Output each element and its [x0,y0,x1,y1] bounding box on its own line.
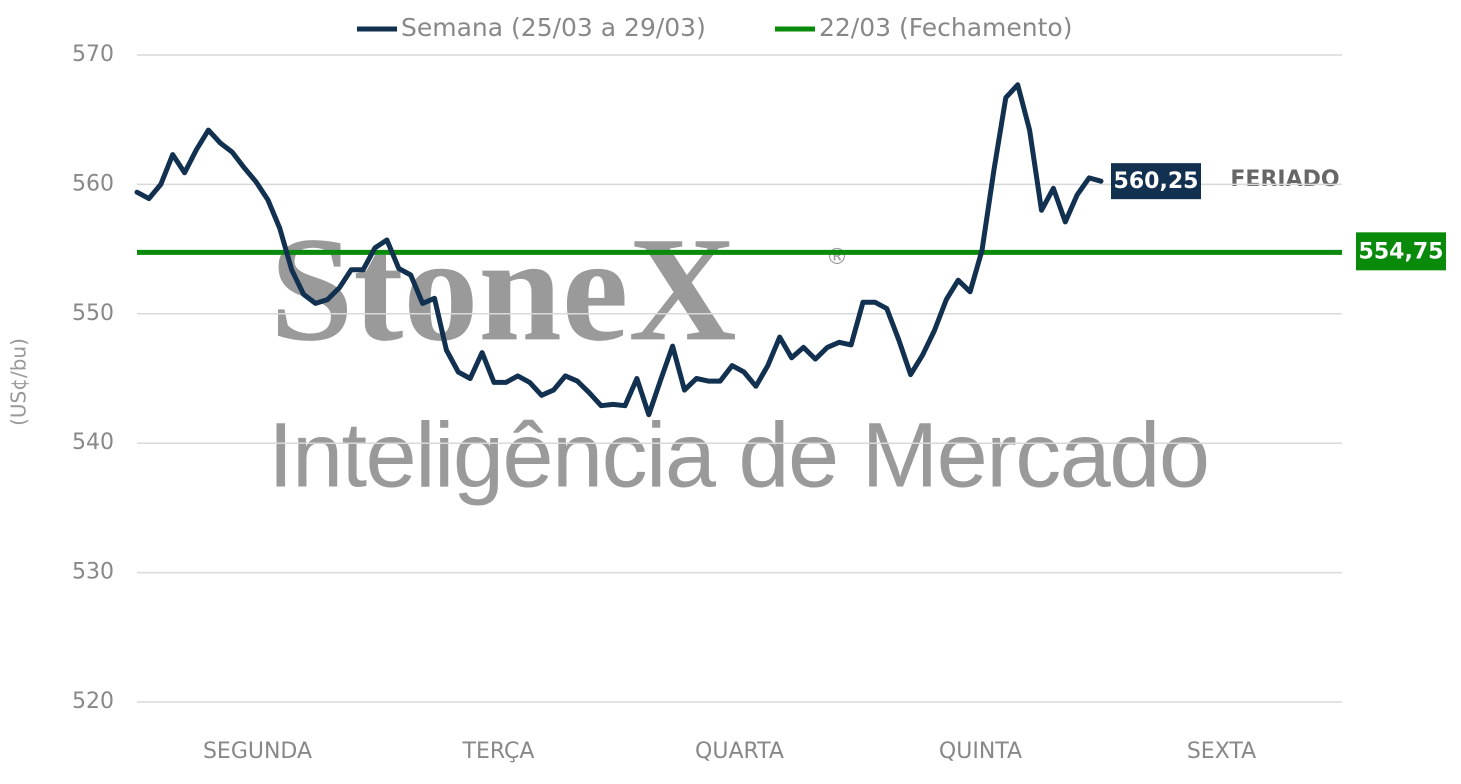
y-tick-label: 550 [72,301,114,326]
watermark-text: Inteligência de Mercado [268,404,1210,506]
y-tick-label: 570 [72,42,114,67]
value-label: 554,75 [1359,239,1444,264]
series-line [134,82,1104,418]
x-tick-label: QUARTA [695,739,784,764]
watermark: StoneX ® Inteligência de Mercado [268,206,1210,506]
annotation: FERIADO [1230,167,1339,192]
y-tick-label: 520 [72,689,114,714]
value-label-box [1356,232,1446,271]
value-label-box [1111,163,1201,200]
value-label: 560,25 [1114,169,1199,194]
y-tick-label: 530 [72,560,114,585]
y-tick-label: 540 [72,430,114,455]
x-tick-label: SEXTA [1187,739,1256,764]
x-tick-label: QUINTA [939,739,1022,764]
watermark-logo: StoneX [270,206,737,372]
watermark-mark: ® [826,245,848,270]
legend-label: Semana (25/03 a 29/03) [401,13,706,42]
legend-label: 22/03 (Fechamento) [819,13,1072,42]
y-axis-label: (US¢/bu) [7,338,31,426]
x-tick-label: TERÇA [462,739,535,764]
x-tick-label: SEGUNDA [203,739,312,764]
y-tick-label: 560 [72,171,114,196]
